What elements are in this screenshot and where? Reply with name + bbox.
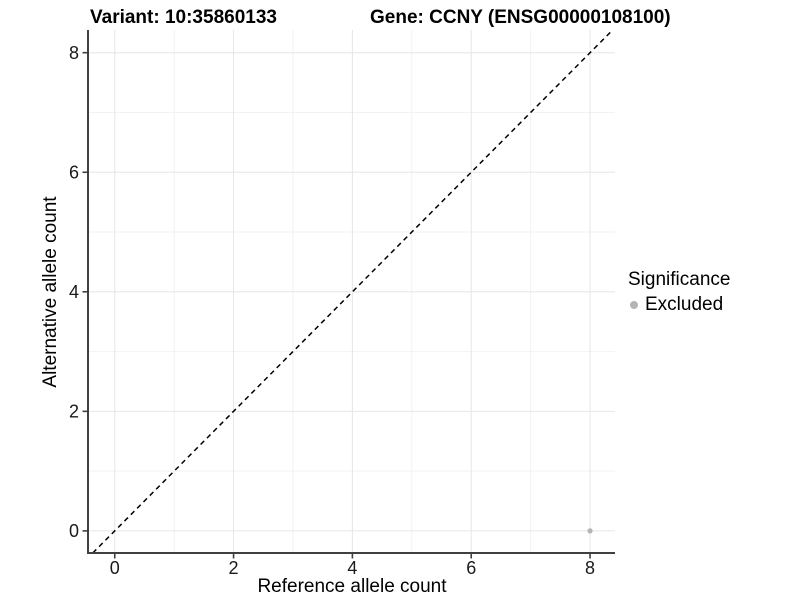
y-tick-label: 6 xyxy=(69,163,79,183)
x-tick-label: 8 xyxy=(585,558,595,578)
y-tick-label: 4 xyxy=(69,282,79,302)
identity-line xyxy=(92,29,614,554)
y-axis-title: Alternative allele count xyxy=(40,196,61,388)
x-tick-label: 2 xyxy=(229,558,239,578)
legend-item-label: Excluded xyxy=(645,294,724,315)
variant-title: Variant: 10:35860133 xyxy=(90,7,277,28)
legend-title: Significance xyxy=(628,269,731,290)
y-tick-label: 0 xyxy=(69,521,79,541)
data-point xyxy=(587,528,593,534)
gene-title: Gene: CCNY (ENSG00000108100) xyxy=(370,7,671,28)
y-tick-label: 2 xyxy=(69,402,79,422)
x-tick-label: 0 xyxy=(110,558,120,578)
legend: Significance Excluded xyxy=(628,269,730,316)
x-axis-title: Reference allele count xyxy=(257,576,447,597)
x-tick-label: 6 xyxy=(466,558,476,578)
y-tick-label: 8 xyxy=(69,43,79,63)
excluded-point-icon xyxy=(630,301,638,309)
legend-item-excluded: Excluded xyxy=(630,294,730,316)
x-tick-label: 4 xyxy=(347,558,357,578)
